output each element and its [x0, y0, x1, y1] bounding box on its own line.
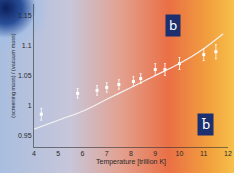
- svg-text:b̄: b̄: [201, 117, 210, 132]
- svg-text:1.15: 1.15: [18, 12, 32, 19]
- svg-text:11: 11: [200, 150, 207, 157]
- svg-text:12: 12: [224, 150, 232, 157]
- svg-text:10: 10: [176, 150, 184, 157]
- svg-text:Temperature [trillion K]: Temperature [trillion K]: [96, 158, 166, 166]
- svg-text:b: b: [169, 18, 177, 33]
- svg-text:6: 6: [81, 150, 85, 157]
- svg-text:4: 4: [32, 150, 36, 157]
- svg-text:1.1: 1.1: [22, 42, 32, 49]
- svg-text:8: 8: [129, 150, 133, 157]
- svg-text:9: 9: [153, 150, 157, 157]
- svg-text:(screening mass) / (vacuum mas: (screening mass) / (vacuum mass): [10, 33, 16, 118]
- svg-text:1: 1: [28, 102, 32, 109]
- svg-text:5: 5: [56, 150, 60, 157]
- svg-text:1.05: 1.05: [18, 72, 32, 79]
- svg-text:0.95: 0.95: [18, 132, 32, 139]
- svg-text:7: 7: [105, 150, 109, 157]
